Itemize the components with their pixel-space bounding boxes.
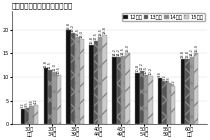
Text: 15.0: 15.0 [126, 44, 130, 52]
Bar [102, 35, 107, 124]
Text: 10.8: 10.8 [135, 64, 139, 72]
Bar [25, 108, 29, 124]
Bar [29, 106, 34, 124]
Bar [117, 57, 121, 124]
Text: 11.2: 11.2 [140, 62, 144, 70]
Bar [112, 57, 117, 124]
Bar [52, 72, 57, 124]
Bar [21, 109, 25, 124]
Bar [194, 53, 198, 124]
Text: 14.5: 14.5 [121, 47, 125, 55]
Bar [80, 39, 84, 124]
Text: 17.5: 17.5 [94, 32, 98, 40]
Text: 3.5: 3.5 [25, 101, 29, 107]
Bar [94, 41, 98, 124]
Bar [185, 59, 190, 124]
Text: 住宅の世帯主年齢分布（全体）: 住宅の世帯主年齢分布（全体） [12, 3, 73, 9]
Text: 10.5: 10.5 [144, 66, 148, 74]
Text: 11.5: 11.5 [48, 61, 52, 69]
Text: 16.8: 16.8 [89, 36, 93, 44]
Bar [181, 59, 185, 124]
Text: 19.2: 19.2 [71, 24, 75, 32]
Text: 14.2: 14.2 [190, 48, 194, 56]
Bar [144, 75, 148, 124]
Text: 14.2: 14.2 [112, 48, 116, 56]
Text: 4.2: 4.2 [34, 98, 38, 104]
Bar [190, 57, 194, 124]
Bar [98, 37, 102, 124]
Text: 13.8: 13.8 [181, 50, 185, 58]
Bar [34, 105, 38, 124]
Text: 3.2: 3.2 [21, 103, 25, 108]
Legend: 12年度, 13年度, 14年度, 15年度: 12年度, 13年度, 14年度, 15年度 [122, 13, 205, 21]
Text: 11.8: 11.8 [44, 60, 48, 67]
Bar [57, 75, 61, 124]
Bar [44, 68, 48, 124]
Bar [89, 45, 94, 124]
Bar [167, 83, 171, 124]
Text: 18.5: 18.5 [75, 28, 79, 36]
Bar [135, 73, 139, 124]
Text: 19.8: 19.8 [67, 22, 71, 30]
Text: 9.2: 9.2 [163, 74, 167, 80]
Text: 13.8: 13.8 [185, 50, 189, 58]
Text: 10.2: 10.2 [148, 67, 152, 75]
Bar [158, 78, 162, 124]
Bar [67, 31, 71, 124]
Text: 15.0: 15.0 [194, 44, 198, 52]
Bar [71, 33, 75, 124]
Bar [162, 81, 167, 124]
Bar [171, 86, 175, 124]
Bar [125, 53, 130, 124]
Text: 8.2: 8.2 [171, 79, 175, 85]
Bar [75, 37, 80, 124]
Text: 18.5: 18.5 [98, 28, 102, 36]
Bar [148, 76, 152, 124]
Text: 8.8: 8.8 [167, 76, 171, 82]
Text: 14.2: 14.2 [117, 48, 121, 56]
Text: 11.0: 11.0 [52, 63, 56, 71]
Bar [139, 71, 144, 124]
Text: 10.5: 10.5 [57, 66, 61, 74]
Text: 9.8: 9.8 [158, 71, 162, 77]
Text: 18.0: 18.0 [80, 30, 84, 38]
Text: 3.8: 3.8 [30, 100, 34, 105]
Bar [48, 70, 52, 124]
Bar [121, 56, 125, 124]
Text: 18.8: 18.8 [103, 26, 107, 34]
